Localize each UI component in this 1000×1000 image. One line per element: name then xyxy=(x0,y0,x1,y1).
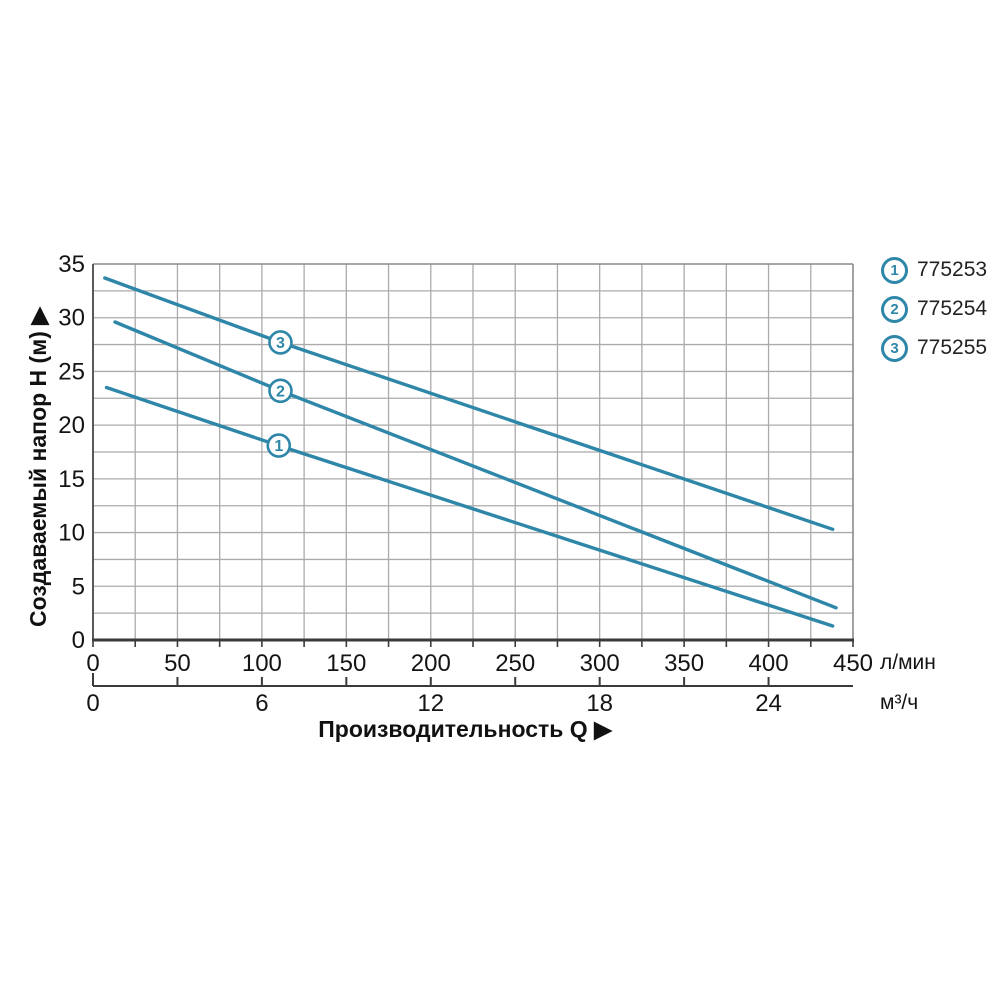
y-tick-label: 25 xyxy=(58,358,85,385)
legend-item-2: 2 775254 xyxy=(881,295,988,323)
x-tick-label: 300 xyxy=(580,650,620,677)
series-3-number-badge: 3 xyxy=(881,334,908,362)
curve-marker-1: 1 xyxy=(266,433,292,458)
secondary-tick-label: 6 xyxy=(255,690,268,717)
x-axis-title: Производительность Q ▶ xyxy=(318,716,612,742)
y-tick-label: 0 xyxy=(72,627,85,654)
marker-circle-3 xyxy=(268,330,293,355)
y-tick-label: 15 xyxy=(58,466,85,493)
y-tick-label: 35 xyxy=(58,251,85,278)
y-tick-label: 5 xyxy=(72,573,85,600)
series-2-code: 775254 xyxy=(917,297,988,320)
x-tick-label: 400 xyxy=(749,650,789,677)
marker-circle-2 xyxy=(268,378,293,404)
legend-item-3: 3 775255 xyxy=(881,334,988,362)
x-tick-label: 350 xyxy=(664,650,704,677)
x-tick-label: 450 xyxy=(833,650,873,677)
curve-2 xyxy=(113,320,838,610)
x-tick-label: 150 xyxy=(326,650,366,677)
y-tick-labels: 0 5 10 15 20 25 30 35 xyxy=(58,251,85,654)
marker-number-3: 3 xyxy=(276,335,285,352)
secondary-tick-label: 18 xyxy=(586,690,613,717)
plot-border xyxy=(92,263,854,642)
x-axis-unit-m3h: м³/ч xyxy=(880,691,919,714)
curve-marker-2: 2 xyxy=(268,378,293,404)
y-tick-label: 30 xyxy=(58,305,85,332)
legend-item-1: 1 775253 xyxy=(881,256,988,284)
x-tick-label: 0 xyxy=(86,650,99,677)
x-tick-labels: 0 50 100 150 200 250 300 350 400 450 xyxy=(86,650,873,677)
marker-number-1: 1 xyxy=(274,438,283,455)
marker-circle-1 xyxy=(266,433,292,458)
series-2-number-badge: 2 xyxy=(881,295,908,323)
curve-marker-3: 3 xyxy=(268,330,293,355)
legend: 1 775253 2 775254 3 775255 xyxy=(881,256,988,362)
series-3-code: 775255 xyxy=(917,336,988,359)
series-1-number-badge: 1 xyxy=(881,256,908,284)
curve-1 xyxy=(104,385,835,628)
secondary-tick-label: 0 xyxy=(86,690,99,717)
series-1-code: 775253 xyxy=(917,258,988,281)
secondary-tick-label: 24 xyxy=(755,690,782,717)
x-tick-label: 250 xyxy=(495,650,535,677)
x-tick-label: 200 xyxy=(411,650,451,677)
curve-3 xyxy=(103,276,835,531)
x-tick-label: 50 xyxy=(164,650,191,677)
marker-number-2: 2 xyxy=(276,383,285,400)
x-axis-unit-lmin: л/мин xyxy=(880,651,936,674)
x-tick-label: 100 xyxy=(242,650,282,677)
secondary-tick-label: 12 xyxy=(417,690,444,717)
y-tick-label: 10 xyxy=(58,520,85,547)
grid-lines xyxy=(93,264,853,640)
x-axis-minor-ticks xyxy=(92,641,854,647)
secondary-x-axis: 0 6 12 18 24 xyxy=(86,673,853,717)
y-axis-title: Создаваемый напор H (м) ▶ xyxy=(25,307,51,627)
y-tick-label: 20 xyxy=(58,412,85,439)
